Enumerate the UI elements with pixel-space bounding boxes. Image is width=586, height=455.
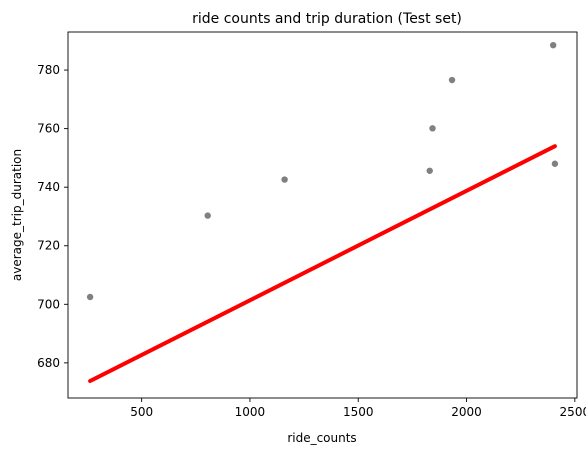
- x-tick-label: 500: [130, 405, 153, 419]
- x-axis-label: ride_counts: [287, 431, 356, 445]
- x-tick-label: 1500: [343, 405, 374, 419]
- y-tick-label: 780: [37, 63, 60, 77]
- x-tick-label: 1000: [235, 405, 266, 419]
- plot-frame: [67, 31, 578, 399]
- y-tick-label: 680: [37, 356, 60, 370]
- y-tick-label: 720: [37, 239, 60, 253]
- scatter-point: [429, 125, 436, 132]
- scatter-point: [86, 293, 94, 301]
- scatter-point: [204, 212, 211, 219]
- chart-title: ride counts and trip duration (Test set): [192, 11, 462, 27]
- x-tick-label: 2000: [451, 405, 482, 419]
- y-tick-label: 700: [37, 297, 60, 311]
- y-tick-label: 760: [37, 122, 60, 136]
- y-tick-label: 740: [37, 180, 60, 194]
- scatter-point: [281, 176, 288, 183]
- scatter-point: [448, 76, 456, 84]
- scatter-point: [426, 167, 433, 174]
- y-axis-label: average_trip_duration: [10, 149, 24, 281]
- scatter-point: [549, 41, 557, 49]
- axis-ticks: 500 1000 1500 2000 2500 680 700 720 740 760 780: [37, 63, 586, 419]
- regression-line: [88, 144, 557, 384]
- x-tick-label: 2500: [560, 405, 586, 419]
- scatter-point: [551, 160, 559, 167]
- plot-area: [86, 41, 559, 384]
